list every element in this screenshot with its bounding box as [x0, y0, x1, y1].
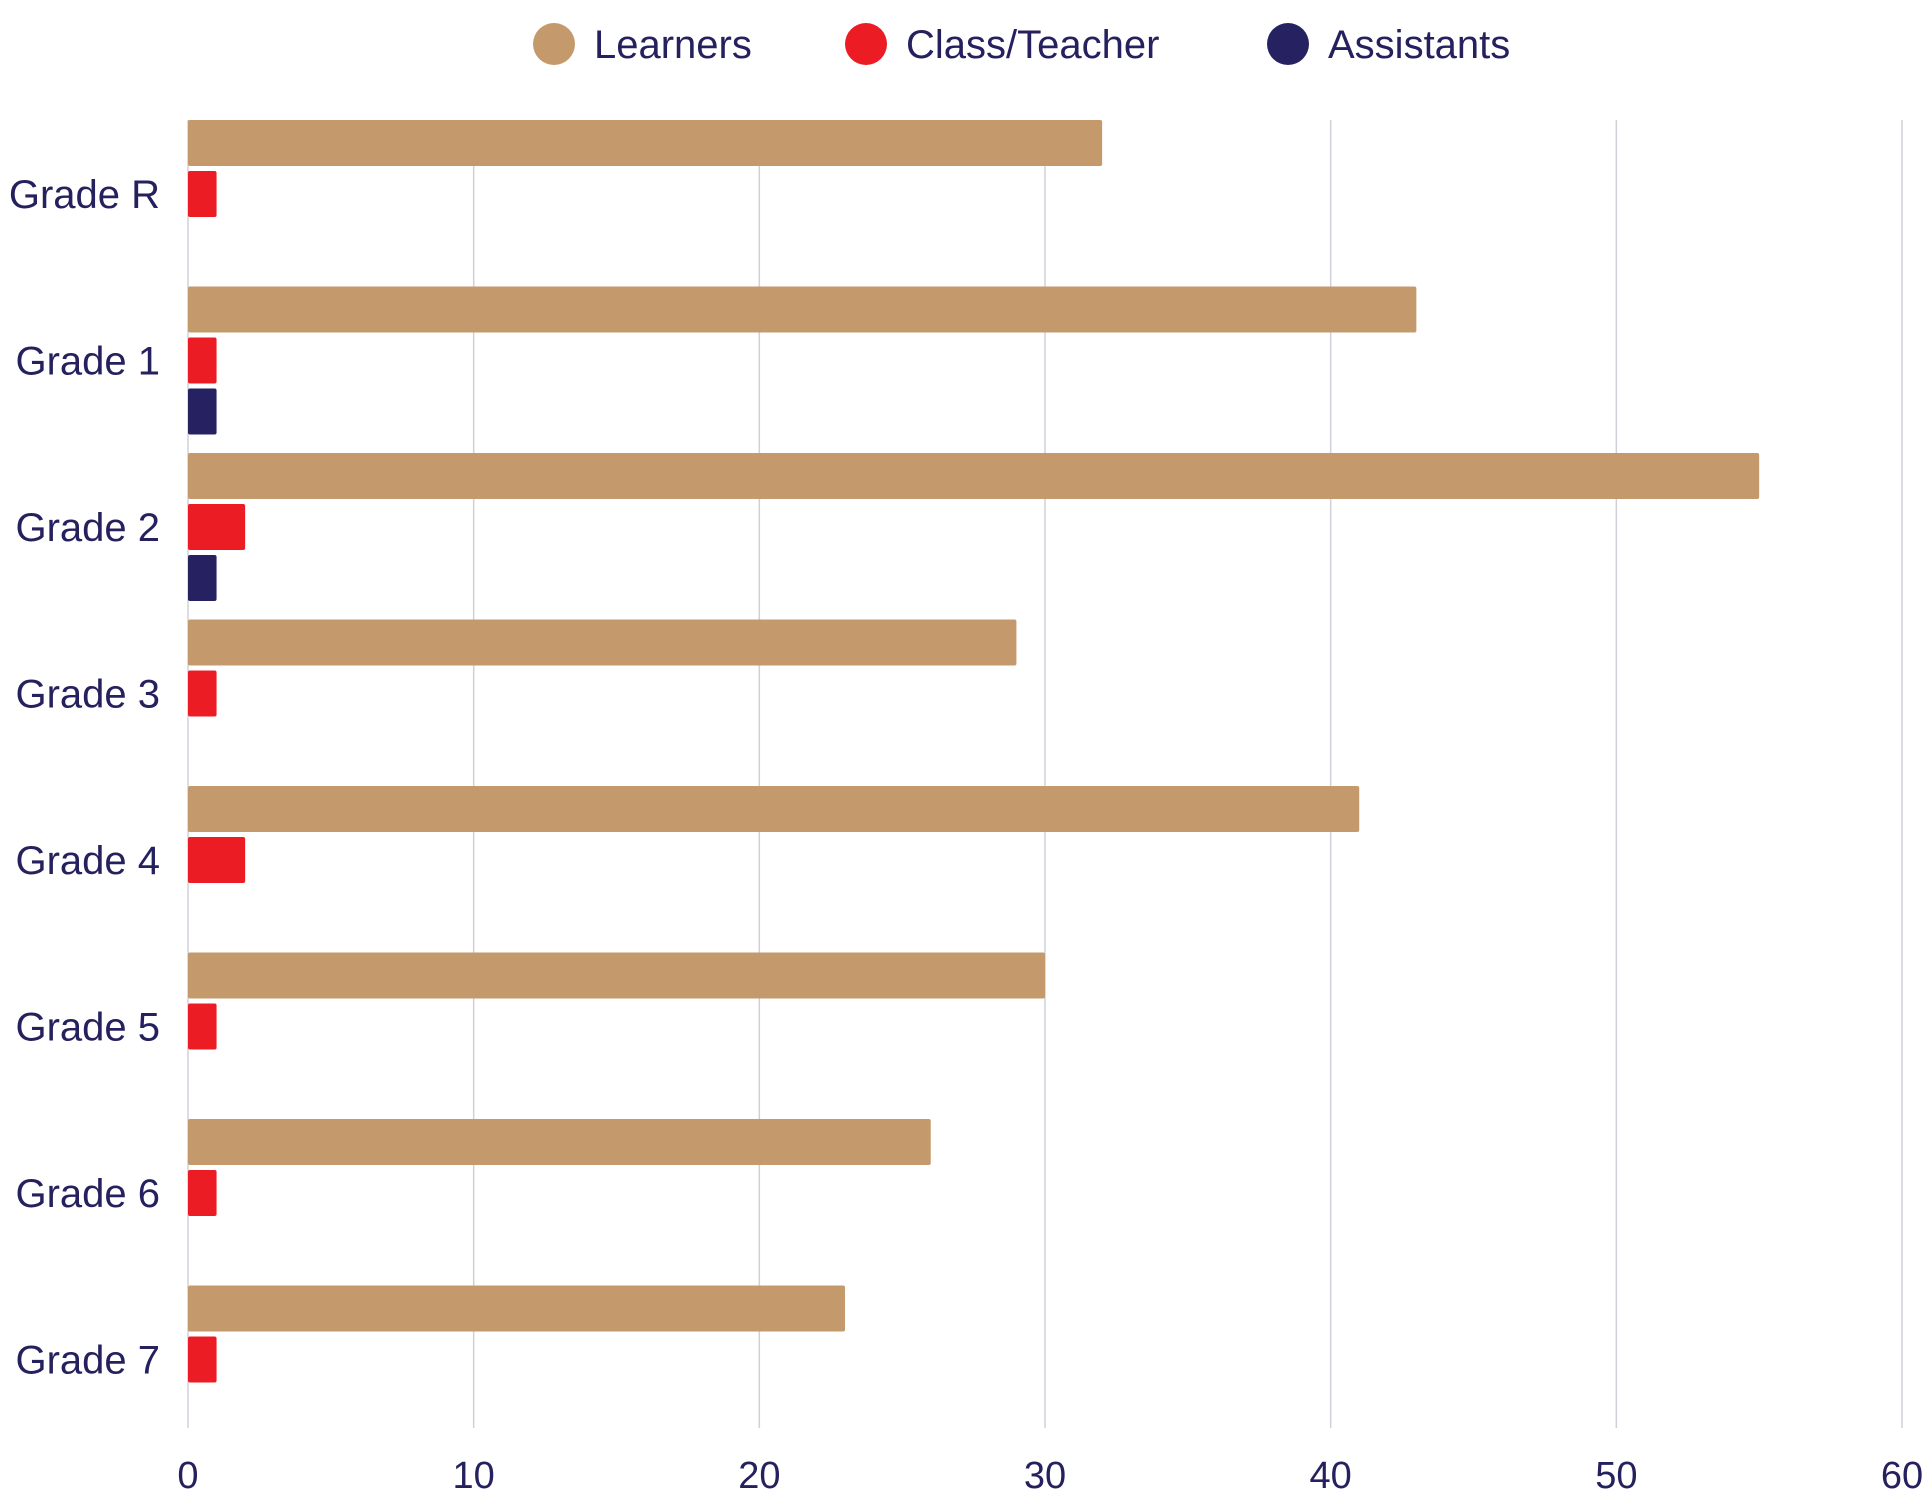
legend: Learners Class/Teacher Assistants — [533, 23, 1510, 67]
category-label-grade-2: Grade 2 — [15, 506, 160, 550]
bar-learners-grade-2 — [188, 453, 1760, 499]
bar-class-teacher-grade-3 — [188, 670, 217, 717]
legend-label-class-teacher: Class/Teacher — [906, 23, 1159, 67]
bar-class-teacher-grade-2 — [188, 504, 246, 550]
category-label-grade-6: Grade 6 — [15, 1172, 160, 1216]
bar-class-teacher-grade-r — [188, 171, 217, 217]
legend-swatch-class-teacher — [845, 23, 887, 65]
bar-assistants-grade-2 — [188, 555, 217, 601]
bar-learners-grade-7 — [188, 1285, 846, 1332]
x-tick-label-10: 10 — [453, 1455, 495, 1494]
bar-class-teacher-grade-1 — [188, 337, 217, 384]
bars — [188, 120, 1760, 1383]
grid-lines — [187, 120, 1903, 1428]
category-label-grade-5: Grade 5 — [15, 1006, 160, 1050]
legend-label-learners: Learners — [594, 23, 752, 67]
category-labels: Grade R Grade 1 Grade 2 Grade 3 Grade 4 Grade… — [9, 173, 160, 1383]
bar-class-teacher-grade-5 — [188, 1003, 217, 1050]
x-tick-label-60: 60 — [1881, 1455, 1923, 1494]
category-label-grade-7: Grade 7 — [15, 1339, 160, 1383]
bar-learners-grade-3 — [188, 619, 1017, 666]
bar-class-teacher-grade-6 — [188, 1170, 217, 1216]
x-tick-label-40: 40 — [1310, 1455, 1352, 1494]
x-tick-label-20: 20 — [738, 1455, 780, 1494]
category-label-grade-3: Grade 3 — [15, 673, 160, 717]
bar-class-teacher-grade-4 — [188, 837, 246, 883]
bar-learners-grade-6 — [188, 1119, 931, 1165]
x-tick-label-50: 50 — [1595, 1455, 1637, 1494]
bar-learners-grade-1 — [188, 286, 1417, 333]
bar-learners-grade-r — [188, 120, 1103, 166]
category-label-grade-r: Grade R — [9, 173, 160, 217]
x-tick-label-30: 30 — [1024, 1455, 1066, 1494]
bar-learners-grade-5 — [188, 952, 1045, 999]
bar-assistants-grade-1 — [188, 388, 217, 435]
category-label-grade-1: Grade 1 — [15, 340, 160, 384]
category-label-grade-4: Grade 4 — [15, 839, 160, 883]
legend-swatch-learners — [533, 23, 575, 65]
legend-label-assistants: Assistants — [1328, 23, 1510, 67]
legend-swatch-assistants — [1267, 23, 1309, 65]
x-axis-tick-labels: 0 10 20 30 40 50 60 — [177, 1455, 1923, 1494]
x-tick-label-0: 0 — [177, 1455, 198, 1494]
bar-learners-grade-4 — [188, 786, 1360, 832]
bar-class-teacher-grade-7 — [188, 1336, 217, 1383]
